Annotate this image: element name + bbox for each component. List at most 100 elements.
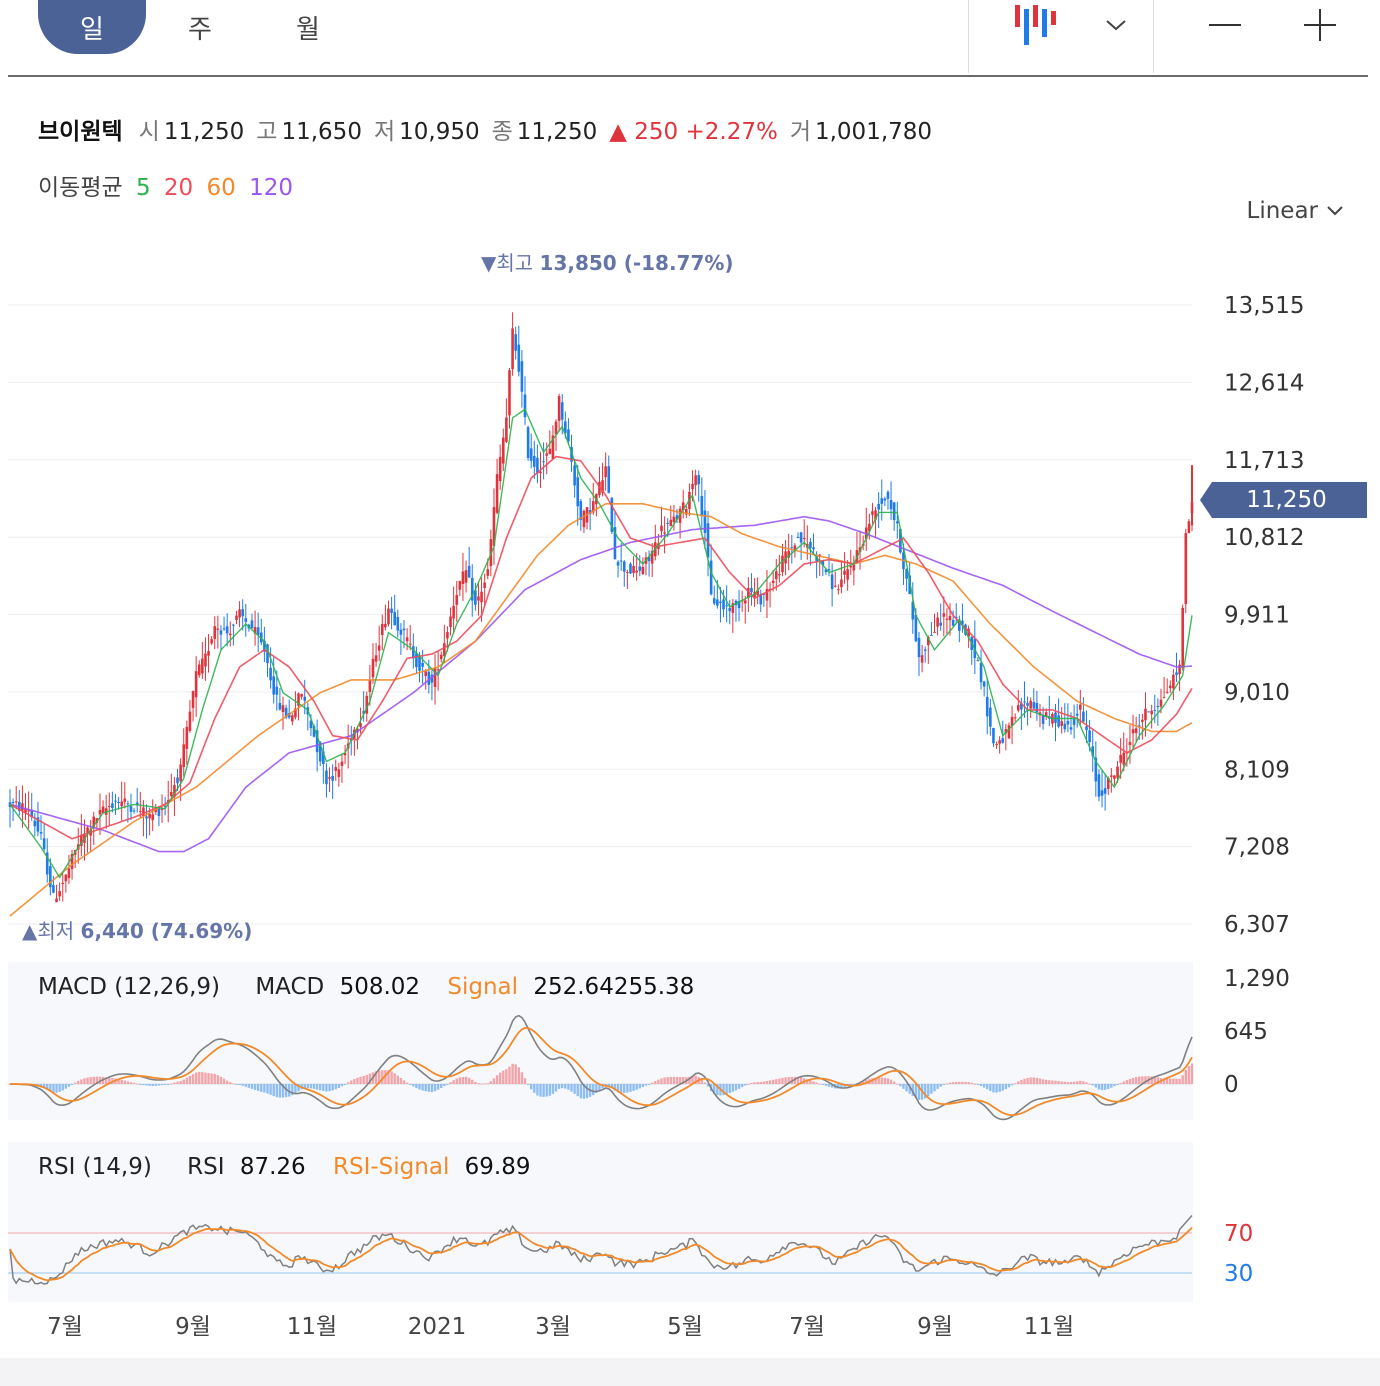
candle-body (501, 437, 505, 464)
candle-body (759, 593, 763, 605)
macd-histogram-bar (1190, 1063, 1194, 1084)
candle-body (824, 569, 828, 573)
candle-body (387, 608, 390, 625)
volume-label: 거 (789, 119, 811, 145)
scale-dropdown[interactable]: Linear (1247, 198, 1344, 224)
candle-body (204, 653, 207, 667)
macd-histogram-bar (713, 1084, 716, 1094)
macd-histogram-bar (660, 1078, 663, 1084)
macd-histogram-bar (294, 1084, 297, 1094)
candle-body (433, 667, 437, 688)
price-axis-tick: 8,109 (1224, 757, 1290, 783)
candle-body (1041, 715, 1045, 724)
tab-day[interactable]: 일 (38, 0, 146, 54)
macd-histogram-bar (170, 1083, 173, 1085)
candle-body (868, 523, 871, 532)
macd-histogram-bar (616, 1084, 620, 1093)
macd-histogram-bar (474, 1081, 477, 1084)
macd-histogram-bar (1125, 1080, 1129, 1084)
open-value: 11,250 (163, 119, 245, 145)
tab-month[interactable]: 월 (296, 14, 320, 45)
toolbar-divider (968, 0, 969, 73)
macd-histogram-bar (740, 1084, 744, 1088)
candle-body (554, 421, 558, 435)
candle-body (1110, 775, 1113, 777)
zoom-in-button[interactable] (1298, 0, 1342, 50)
candle-body (393, 612, 396, 626)
candle-body (170, 791, 173, 796)
chart-type-dropdown[interactable] (1096, 0, 1136, 50)
macd-histogram-bar (809, 1080, 812, 1084)
candle-body (799, 532, 803, 543)
candle-body (80, 834, 83, 846)
macd-histogram-bar (399, 1077, 403, 1084)
macd-histogram-bar (880, 1077, 883, 1084)
macd-histogram-bar (467, 1077, 471, 1084)
macd-histogram-bar (132, 1082, 136, 1084)
macd-histogram-bar (241, 1084, 244, 1086)
macd-histogram-bar (306, 1084, 310, 1089)
macd-histogram-bar (222, 1078, 226, 1084)
macd-histogram-bar (706, 1084, 710, 1087)
candle-body (185, 726, 189, 749)
macd-histogram-bar (1144, 1076, 1147, 1084)
macd-histogram-bar (619, 1084, 623, 1093)
candle-body (470, 577, 474, 601)
tab-week[interactable]: 주 (188, 14, 212, 45)
candle-body (998, 740, 1001, 744)
zoom-out-button[interactable] (1203, 0, 1247, 50)
macd-histogram-bar (576, 1084, 579, 1097)
candle-body (309, 720, 313, 729)
macd-histogram-bar (992, 1084, 995, 1093)
candle-body (1013, 717, 1017, 719)
macd-histogram-bar (641, 1084, 645, 1088)
candle-body (1134, 728, 1138, 734)
macd-histogram-bar (675, 1076, 679, 1084)
candle-body (197, 664, 201, 676)
candle-body (1159, 699, 1163, 707)
macd-histogram-bar (663, 1077, 666, 1084)
macd-histogram-bar (89, 1077, 92, 1084)
stock-name: 브이원텍 (38, 119, 123, 145)
macd-histogram-bar (384, 1070, 387, 1084)
price-axis-tick: 7,208 (1224, 835, 1290, 861)
macd-histogram-bar (902, 1084, 905, 1089)
toolbar-divider (1153, 0, 1154, 73)
candle-body (415, 653, 418, 668)
rsi-signal-value: 69.89 (464, 1154, 531, 1180)
macd-histogram-bar (1107, 1084, 1110, 1089)
candle-type-button[interactable] (1006, 0, 1066, 50)
macd-histogram-bar (238, 1084, 241, 1085)
candle-body (951, 619, 955, 626)
candle-body (362, 711, 365, 714)
candle-body (958, 619, 961, 631)
candle-body (238, 609, 241, 618)
macd-histogram-bar (775, 1079, 778, 1084)
scale-label: Linear (1246, 198, 1318, 224)
candle-body (681, 502, 685, 511)
macd-histogram-bar (551, 1084, 555, 1094)
macd-histogram-bar (46, 1084, 49, 1090)
candle-body (1026, 702, 1029, 706)
macd-histogram-bar (1048, 1080, 1051, 1084)
macd-histogram-bar (1069, 1082, 1073, 1084)
candle-body (731, 603, 735, 613)
macd-histogram-bar (964, 1081, 967, 1084)
candle-body (179, 764, 182, 782)
macd-histogram-bar (455, 1078, 458, 1084)
candle-body (1079, 704, 1082, 710)
macd-histogram-bar (722, 1084, 725, 1096)
candle-body (765, 588, 769, 601)
candle-body (852, 564, 856, 571)
candle-body (67, 868, 71, 879)
candle-body (201, 658, 204, 674)
candle-body (334, 767, 338, 771)
macd-histogram-bar (536, 1084, 539, 1096)
candle-body (315, 730, 319, 753)
candle-body (703, 510, 707, 533)
candle-body (325, 770, 328, 785)
candle-body (225, 626, 229, 634)
macd-histogram-bar (272, 1084, 275, 1097)
candle-body (598, 481, 601, 496)
